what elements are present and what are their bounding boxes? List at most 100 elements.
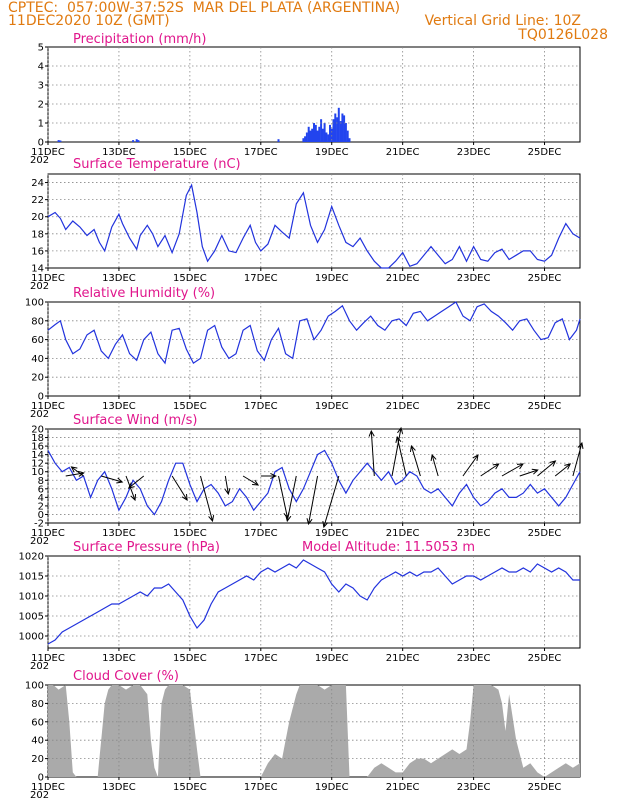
- precip-bar: [307, 126, 310, 142]
- precip-bar: [343, 115, 346, 142]
- x-tick-label: 25DEC: [528, 782, 562, 793]
- x-tick-label: 15DEC: [173, 401, 207, 412]
- year-stub: 202: [30, 409, 49, 420]
- wind-arrow-head: [181, 493, 188, 501]
- x-tick-label: 13DEC: [102, 273, 136, 284]
- wind-arrow: [462, 454, 479, 477]
- panel-5: 0 20 40 60 80 100 11DEC 13DEC 15DEC 17DEC 19DEC 21D…: [25, 669, 581, 800]
- wind-arrow: [70, 466, 84, 477]
- wind-arrow: [242, 475, 260, 486]
- x-tick-label: 15DEC: [173, 147, 207, 158]
- wind-arrow: [322, 475, 340, 529]
- precip-bar: [329, 124, 331, 142]
- panel-title: Relative Humidity (%): [73, 286, 215, 301]
- x-tick-label: 25DEC: [528, 528, 562, 539]
- y-tick-label: 80: [31, 699, 44, 710]
- x-tick-label: 21DEC: [386, 401, 420, 412]
- precip-bar: [137, 140, 140, 142]
- wind-arrow-head: [116, 477, 124, 484]
- wind-arrow: [480, 463, 500, 477]
- y-tick-label: 14: [31, 450, 44, 461]
- x-tick-label: 13DEC: [102, 401, 136, 412]
- x-tick-label: 11DEC: [31, 147, 65, 158]
- wind-arrow-head: [577, 441, 584, 449]
- y-tick-label: 20: [31, 425, 44, 436]
- y-tick-label: 14: [31, 264, 44, 275]
- wind-arrow-head: [130, 493, 137, 502]
- y-tick-label: 100: [25, 298, 44, 309]
- precip-bar: [318, 126, 321, 142]
- precip-bar: [59, 140, 62, 142]
- wind-arrow-shaft: [171, 475, 188, 501]
- wind-arrow-head: [208, 515, 215, 523]
- wind-arrow: [368, 429, 375, 477]
- panel-title: Surface Pressure (hPa): [73, 540, 220, 555]
- precip-bar: [325, 132, 328, 142]
- series-line: [47, 449, 581, 516]
- x-tick-label: 23DEC: [457, 528, 491, 539]
- precip-bar: [332, 119, 335, 142]
- wind-arrow-head: [472, 454, 479, 461]
- x-tick-label: 21DEC: [386, 782, 420, 793]
- wind-arrow-shaft: [554, 463, 571, 477]
- panel-title: Surface Temperature (nC): [73, 157, 241, 172]
- y-tick-label: 12: [31, 459, 44, 470]
- y-tick-label: 0: [38, 773, 44, 784]
- y-tick-label: 40: [31, 354, 44, 365]
- series-line: [47, 559, 580, 645]
- y-tick-label: 2: [38, 100, 44, 111]
- series-line: [47, 301, 581, 365]
- precip-bar: [323, 123, 326, 142]
- x-tick-label: 23DEC: [457, 401, 491, 412]
- x-tick-label: 13DEC: [102, 147, 136, 158]
- y-tick-label: 22: [31, 195, 44, 206]
- wind-arrow-head: [516, 463, 524, 470]
- y-tick-label: 1000: [19, 632, 44, 643]
- wind-arrow-shaft: [71, 466, 84, 477]
- wind-arrow-shaft: [278, 475, 289, 519]
- precip-bar: [337, 107, 340, 142]
- wind-arrow-head: [70, 466, 78, 473]
- x-tick-label: 13DEC: [102, 528, 136, 539]
- wind-arrow: [260, 472, 277, 480]
- y-tick-label: 20: [31, 373, 44, 384]
- x-tick-label: 11DEC: [31, 528, 65, 539]
- wind-arrow-head: [397, 426, 404, 434]
- wind-arrow-head: [127, 482, 135, 489]
- wind-arrow: [171, 475, 188, 501]
- x-tick-label: 25DEC: [528, 401, 562, 412]
- y-tick-label: 1020: [19, 552, 44, 563]
- wind-arrow-shaft: [410, 445, 421, 477]
- wind-arrow: [224, 475, 231, 496]
- wind-arrow-head: [564, 463, 572, 470]
- header-datetime: 11DEC2020 10Z (GMT): [8, 13, 170, 29]
- x-tick-label: 15DEC: [173, 528, 207, 539]
- y-tick-label: 18: [31, 229, 44, 240]
- x-tick-label: 15DEC: [173, 653, 207, 664]
- precip-bar: [311, 128, 314, 142]
- wind-arrow: [200, 475, 215, 523]
- wind-arrow: [430, 453, 439, 477]
- x-tick-label: 19DEC: [315, 653, 349, 664]
- wind-arrow: [391, 426, 404, 477]
- wind-arrow: [395, 435, 407, 477]
- wind-arrow-head: [270, 472, 277, 480]
- wind-arrow: [537, 460, 557, 477]
- y-tick-label: 100: [25, 681, 44, 692]
- wind-arrow-head: [77, 470, 85, 477]
- precip-bar: [341, 113, 344, 142]
- precip-bar: [336, 117, 339, 142]
- wind-arrow-head: [409, 444, 416, 453]
- wind-arrow-shaft: [224, 475, 229, 495]
- panel-4: 1000 1005 1010 1015 1020 11DEC 13DEC 15DEC 17DEC…: [19, 540, 581, 672]
- wind-arrow: [306, 475, 319, 526]
- x-tick-label: 23DEC: [457, 782, 491, 793]
- wind-arrow-shaft: [519, 469, 538, 477]
- wind-arrow-shaft: [242, 475, 259, 486]
- model-altitude-label: Model Altitude: 11.5053 m: [302, 540, 475, 555]
- precip-bar: [348, 138, 351, 142]
- wind-arrow-shaft: [396, 436, 407, 477]
- wind-arrow-shaft: [572, 442, 583, 477]
